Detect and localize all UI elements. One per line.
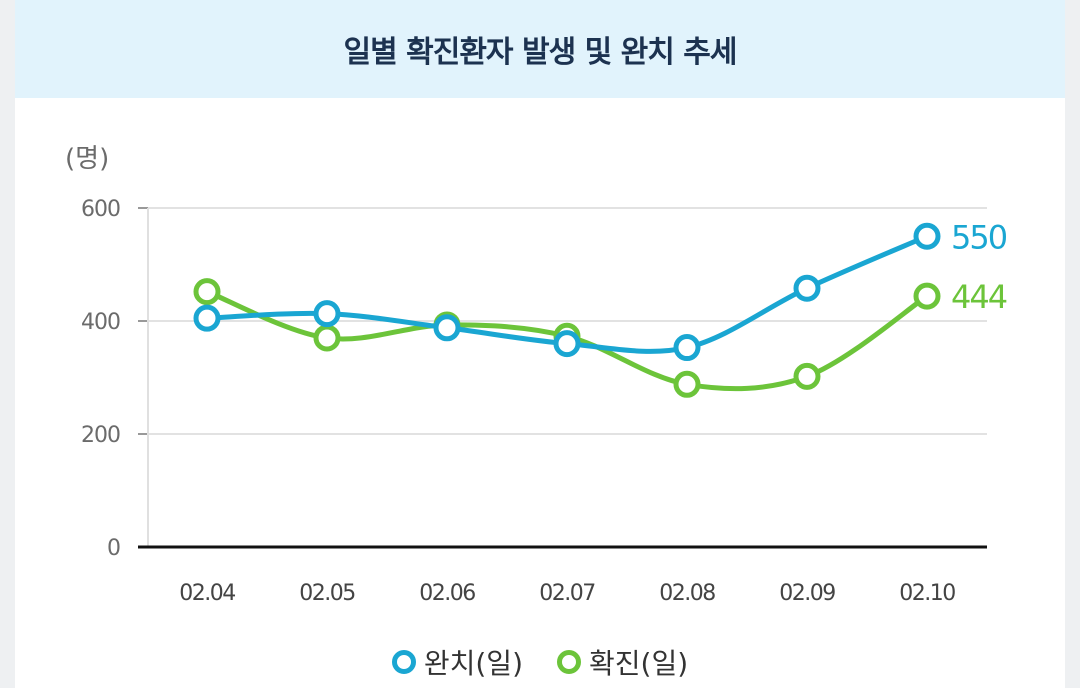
data-point-confirmed-02.10 [913, 282, 941, 310]
data-point-recovered-02.05 [313, 300, 341, 328]
data-point-confirmed-02.09 [793, 362, 821, 390]
data-point-confirmed-02.04 [193, 278, 221, 306]
x-tick-label-02.08: 02.08 [659, 581, 715, 606]
legend-label-recovered: 완치(일) [423, 647, 523, 680]
legend-swatch-confirmed [557, 650, 581, 674]
legend-label-confirmed: 확진(일) [589, 647, 689, 680]
x-tick-label-02.07: 02.07 [539, 581, 595, 606]
end-label-confirmed: 444 [951, 278, 1007, 316]
data-point-recovered-02.06 [433, 314, 461, 342]
legend: 완치(일) 확진(일) [15, 640, 1065, 684]
data-point-recovered-02.08 [673, 334, 701, 362]
legend-item-confirmed: 확진(일) [557, 642, 688, 682]
y-tick-label-200: 200 [81, 423, 120, 448]
line-chart: 0 200 400 600 02.04 02.05 02.06 02.07 02.08 02.09… [81, 197, 1009, 606]
legend-item-recovered: 완치(일) [391, 642, 523, 682]
data-point-recovered-02.10 [913, 222, 941, 250]
x-tick-label-02.09: 02.09 [779, 581, 835, 606]
chart-card: 일별 확진환자 발생 및 완치 추세 (명) 0 200 400 600 02.04 02… [15, 0, 1065, 688]
y-tick-label-600: 600 [81, 197, 120, 222]
x-tick-label-02.10: 02.10 [899, 581, 955, 606]
data-point-confirmed-02.08 [673, 370, 701, 398]
data-point-recovered-02.04 [193, 304, 221, 332]
x-tick-label-02.06: 02.06 [419, 581, 475, 606]
y-axis-unit: (명) [65, 144, 110, 174]
data-point-recovered-02.07 [553, 330, 581, 358]
data-point-recovered-02.09 [793, 274, 821, 302]
title-bar: 일별 확진환자 발생 및 완치 추세 [15, 0, 1065, 98]
chart-title: 일별 확진환자 발생 및 완치 추세 [343, 35, 737, 70]
x-tick-label-02.05: 02.05 [299, 581, 355, 606]
end-label-recovered: 550 [951, 218, 1007, 256]
y-tick-label-0: 0 [107, 536, 120, 561]
legend-swatch-recovered [391, 650, 416, 674]
data-point-confirmed-02.05 [313, 324, 341, 352]
y-tick-label-400: 400 [81, 310, 120, 335]
x-tick-label-02.04: 02.04 [179, 581, 235, 606]
